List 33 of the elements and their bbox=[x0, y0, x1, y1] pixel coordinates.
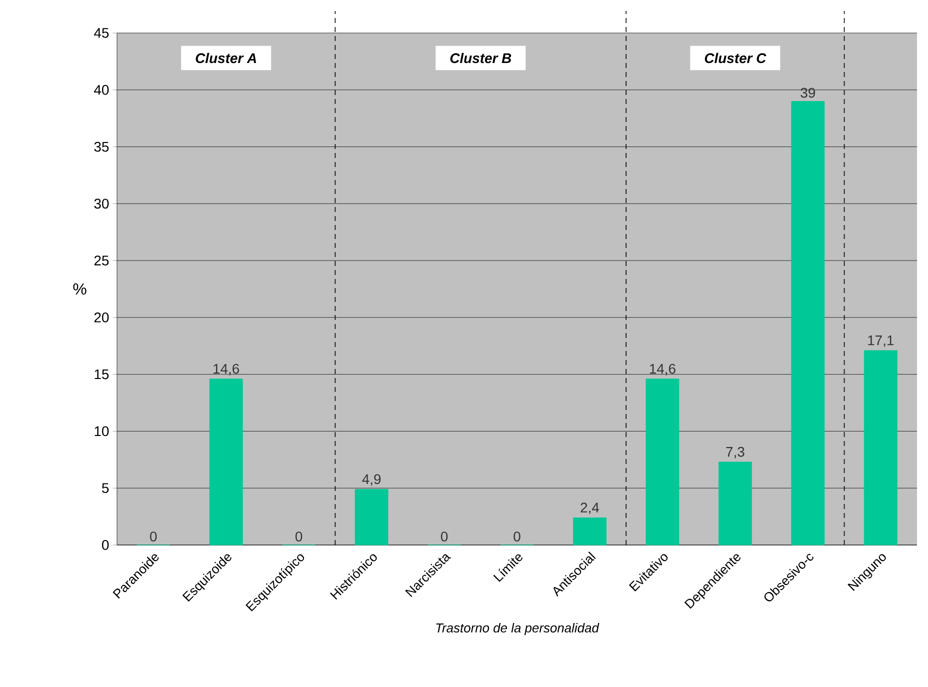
data-label: 14,6 bbox=[214, 364, 240, 376]
data-label: 39 bbox=[800, 88, 816, 98]
y-tick-label: 0 bbox=[102, 540, 109, 550]
data-label: 2,4 bbox=[580, 502, 600, 514]
data-label: 0 bbox=[150, 532, 157, 542]
y-tick-label: 10 bbox=[94, 426, 109, 436]
data-label: 7,3 bbox=[726, 446, 744, 458]
bar bbox=[646, 378, 680, 546]
bar bbox=[864, 350, 898, 546]
y-tick-label: 30 bbox=[94, 198, 109, 209]
y-tick-label: 40 bbox=[94, 84, 109, 95]
annotation: Cluster A bbox=[196, 52, 256, 64]
data-label: 17,1 bbox=[868, 336, 894, 347]
bar bbox=[354, 489, 388, 546]
data-label: 0 bbox=[295, 532, 302, 542]
bar bbox=[573, 517, 606, 546]
y-tick-label: 15 bbox=[94, 369, 109, 380]
y-axis-title: % bbox=[73, 283, 86, 295]
y-tick-label: 5 bbox=[102, 483, 109, 493]
data-label: 0 bbox=[514, 532, 520, 542]
y-tick-label: 35 bbox=[94, 142, 109, 152]
data-label: 4,9 bbox=[362, 474, 381, 486]
bar bbox=[791, 101, 825, 546]
annotation: Cluster B bbox=[450, 52, 512, 64]
data-label: 0 bbox=[440, 532, 448, 542]
x-axis-title: Trastorno de la personalidad bbox=[436, 622, 600, 636]
bar bbox=[718, 462, 752, 546]
y-tick-label: 25 bbox=[94, 256, 109, 266]
bar bbox=[209, 378, 243, 546]
y-tick-label: 45 bbox=[94, 28, 109, 38]
y-tick-label: 20 bbox=[94, 312, 109, 322]
data-label: 14,6 bbox=[650, 364, 676, 376]
annotation: Cluster C bbox=[704, 52, 766, 64]
